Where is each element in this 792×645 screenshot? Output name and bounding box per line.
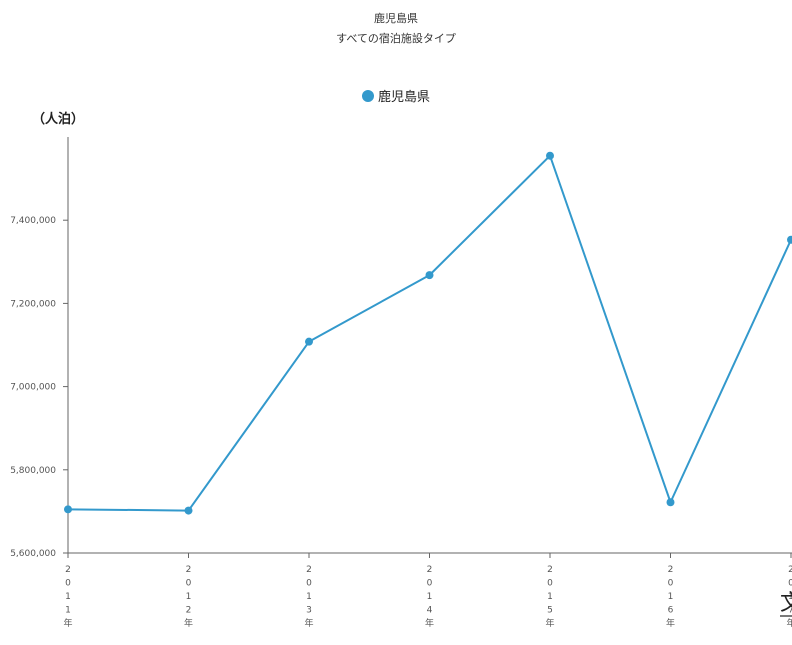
y-axis-unit-label: （人泊） — [32, 112, 85, 127]
series-line-kagoshima — [67, 154, 792, 512]
legend-label: 鹿児島県 — [378, 90, 431, 105]
y-tick-label: 7,400,000 — [10, 216, 56, 226]
chart-title: 鹿児島県 — [374, 12, 418, 25]
legend[interactable]: 鹿児島県 — [362, 86, 430, 105]
side-text: 文 — [780, 591, 792, 616]
y-tick-label: 7,200,000 — [10, 299, 56, 309]
chart-subtitle: すべての宿泊施設タイプ — [336, 32, 456, 45]
data-point — [64, 505, 72, 514]
y-tick-label: 5,800,000 — [10, 466, 56, 476]
y-tick-label: 7,000,000 — [10, 383, 56, 393]
data-point — [305, 337, 313, 346]
legend-marker — [362, 89, 374, 102]
data-point — [666, 498, 675, 507]
data-point — [546, 151, 554, 160]
data-point — [184, 506, 193, 515]
y-tick-label: 5,600,000 — [10, 549, 56, 559]
data-point — [425, 271, 434, 280]
data-point — [787, 235, 792, 244]
